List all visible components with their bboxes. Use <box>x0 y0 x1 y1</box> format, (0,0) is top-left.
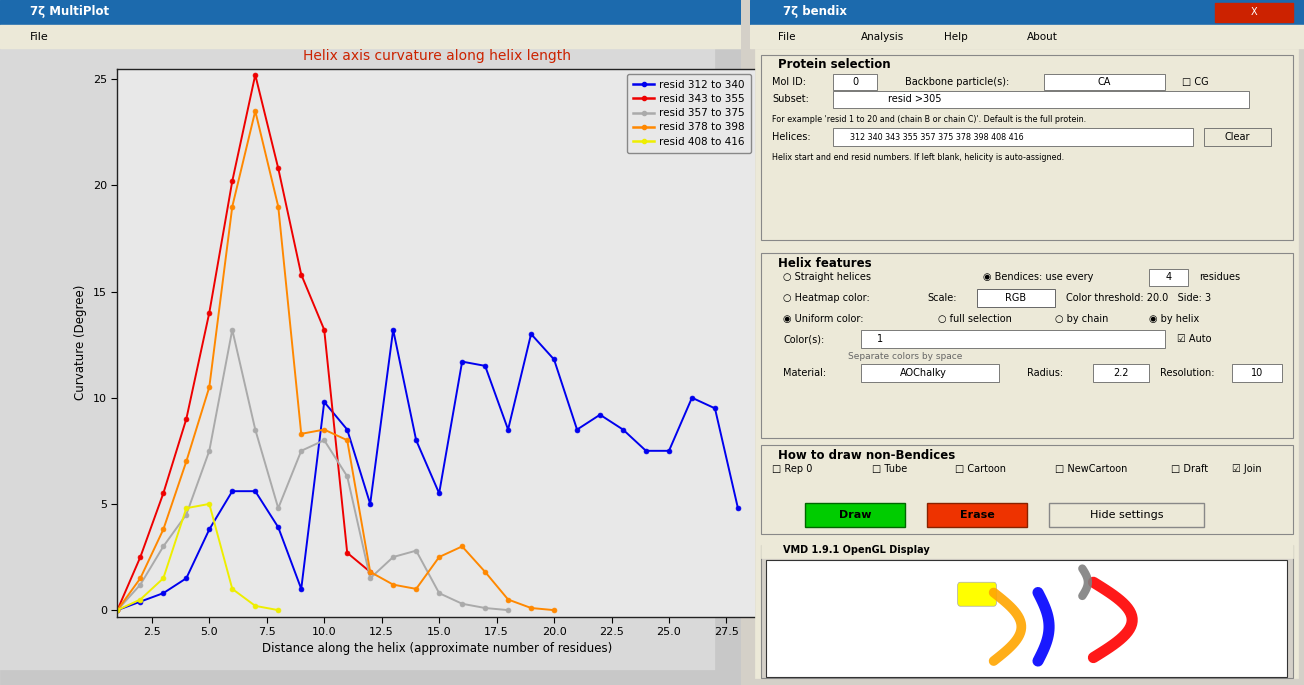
Text: Clear: Clear <box>1224 132 1251 142</box>
Bar <box>0 25 741 48</box>
Title: Helix axis curvature along helix length: Helix axis curvature along helix length <box>303 49 571 63</box>
Text: Backbone particle(s):: Backbone particle(s): <box>905 77 1009 87</box>
Text: Helix features: Helix features <box>777 257 871 270</box>
Text: ○ Heatmap color:: ○ Heatmap color: <box>782 293 870 303</box>
Bar <box>927 503 1028 527</box>
Bar <box>977 289 1055 307</box>
Text: About: About <box>1026 32 1058 42</box>
Bar <box>1093 364 1149 382</box>
Text: Material:: Material: <box>782 369 827 378</box>
Text: VMD 1.9.1 OpenGL Display: VMD 1.9.1 OpenGL Display <box>782 545 930 555</box>
Bar <box>805 503 905 527</box>
Text: Subset:: Subset: <box>772 95 808 104</box>
Text: AOChalky: AOChalky <box>900 369 947 378</box>
Text: File: File <box>30 32 48 42</box>
Text: Mol ID:: Mol ID: <box>772 77 806 87</box>
Text: Helices:: Helices: <box>772 132 811 142</box>
Text: RGB: RGB <box>1004 293 1026 303</box>
X-axis label: Distance along the helix (approximate number of residues): Distance along the helix (approximate nu… <box>262 643 612 656</box>
Text: X: X <box>1251 7 1257 17</box>
Bar <box>833 74 878 90</box>
Text: □ CG: □ CG <box>1183 77 1209 87</box>
Text: Erase: Erase <box>960 510 995 520</box>
Bar <box>1048 503 1205 527</box>
Text: ◉ by helix: ◉ by helix <box>1149 314 1200 323</box>
Text: □ Draft: □ Draft <box>1171 464 1208 474</box>
Bar <box>861 364 999 382</box>
Text: File: File <box>777 32 795 42</box>
Text: Scale:: Scale: <box>927 293 957 303</box>
Text: 7ζ bendix: 7ζ bendix <box>782 5 848 18</box>
Text: Separate colors by space: Separate colors by space <box>848 351 962 361</box>
Legend: resid 312 to 340, resid 343 to 355, resid 357 to 375, resid 378 to 398, resid 40: resid 312 to 340, resid 343 to 355, resi… <box>627 74 751 153</box>
Bar <box>833 91 1249 108</box>
Text: ○ Straight helices: ○ Straight helices <box>782 273 871 282</box>
Text: Resolution:: Resolution: <box>1161 369 1214 378</box>
Text: Draw: Draw <box>838 510 871 520</box>
Text: □ Cartoon: □ Cartoon <box>955 464 1005 474</box>
Text: 2.2: 2.2 <box>1114 369 1129 378</box>
Text: ☑ Auto: ☑ Auto <box>1176 334 1211 344</box>
Text: □ Tube: □ Tube <box>871 464 908 474</box>
Text: □ Rep 0: □ Rep 0 <box>772 464 812 474</box>
Text: Protein selection: Protein selection <box>777 58 891 71</box>
Bar <box>750 25 1304 48</box>
Bar <box>750 0 1304 24</box>
Text: ◉ Uniform color:: ◉ Uniform color: <box>782 314 863 323</box>
Text: ○ full selection: ○ full selection <box>939 314 1012 323</box>
Bar <box>0 0 741 24</box>
Text: □ NewCartoon: □ NewCartoon <box>1055 464 1127 474</box>
Text: 4: 4 <box>1166 273 1171 282</box>
Text: Color(s):: Color(s): <box>782 334 824 344</box>
Text: residues: residues <box>1198 273 1240 282</box>
Text: CA: CA <box>1098 77 1111 87</box>
Text: 10: 10 <box>1251 369 1264 378</box>
Y-axis label: Curvature (Degree): Curvature (Degree) <box>74 285 87 400</box>
Bar <box>1232 364 1282 382</box>
Text: ○ by chain: ○ by chain <box>1055 314 1108 323</box>
Text: resid >305: resid >305 <box>888 95 941 104</box>
Bar <box>1043 74 1166 90</box>
Text: Color threshold: 20.0   Side: 3: Color threshold: 20.0 Side: 3 <box>1065 293 1211 303</box>
Text: Radius:: Radius: <box>1028 369 1063 378</box>
Text: 1: 1 <box>878 334 883 344</box>
FancyBboxPatch shape <box>957 582 996 606</box>
Text: Helix start and end resid numbers. If left blank, helicity is auto-assigned.: Helix start and end resid numbers. If le… <box>772 153 1064 162</box>
Text: Hide settings: Hide settings <box>1090 510 1163 520</box>
Text: ◉ Bendices: use every: ◉ Bendices: use every <box>983 273 1093 282</box>
Text: Analysis: Analysis <box>861 32 904 42</box>
Text: How to draw non-Bendices: How to draw non-Bendices <box>777 449 955 462</box>
Bar <box>1215 3 1292 22</box>
Bar <box>760 541 1292 558</box>
Text: 0: 0 <box>852 77 858 87</box>
Bar <box>0 670 741 685</box>
Text: Help: Help <box>944 32 968 42</box>
Text: 312 340 343 355 357 375 378 398 408 416: 312 340 343 355 357 375 378 398 408 416 <box>850 132 1024 142</box>
Text: 7ζ MultiPlot: 7ζ MultiPlot <box>30 5 108 18</box>
Text: For example 'resid 1 to 20 and (chain B or chain C)'. Default is the full protei: For example 'resid 1 to 20 and (chain B … <box>772 114 1086 124</box>
Text: ☑ Join: ☑ Join <box>1232 464 1261 474</box>
Bar <box>715 49 741 685</box>
Bar <box>833 128 1193 146</box>
Bar <box>1205 128 1270 146</box>
Bar <box>861 330 1166 348</box>
Bar <box>1149 269 1188 286</box>
